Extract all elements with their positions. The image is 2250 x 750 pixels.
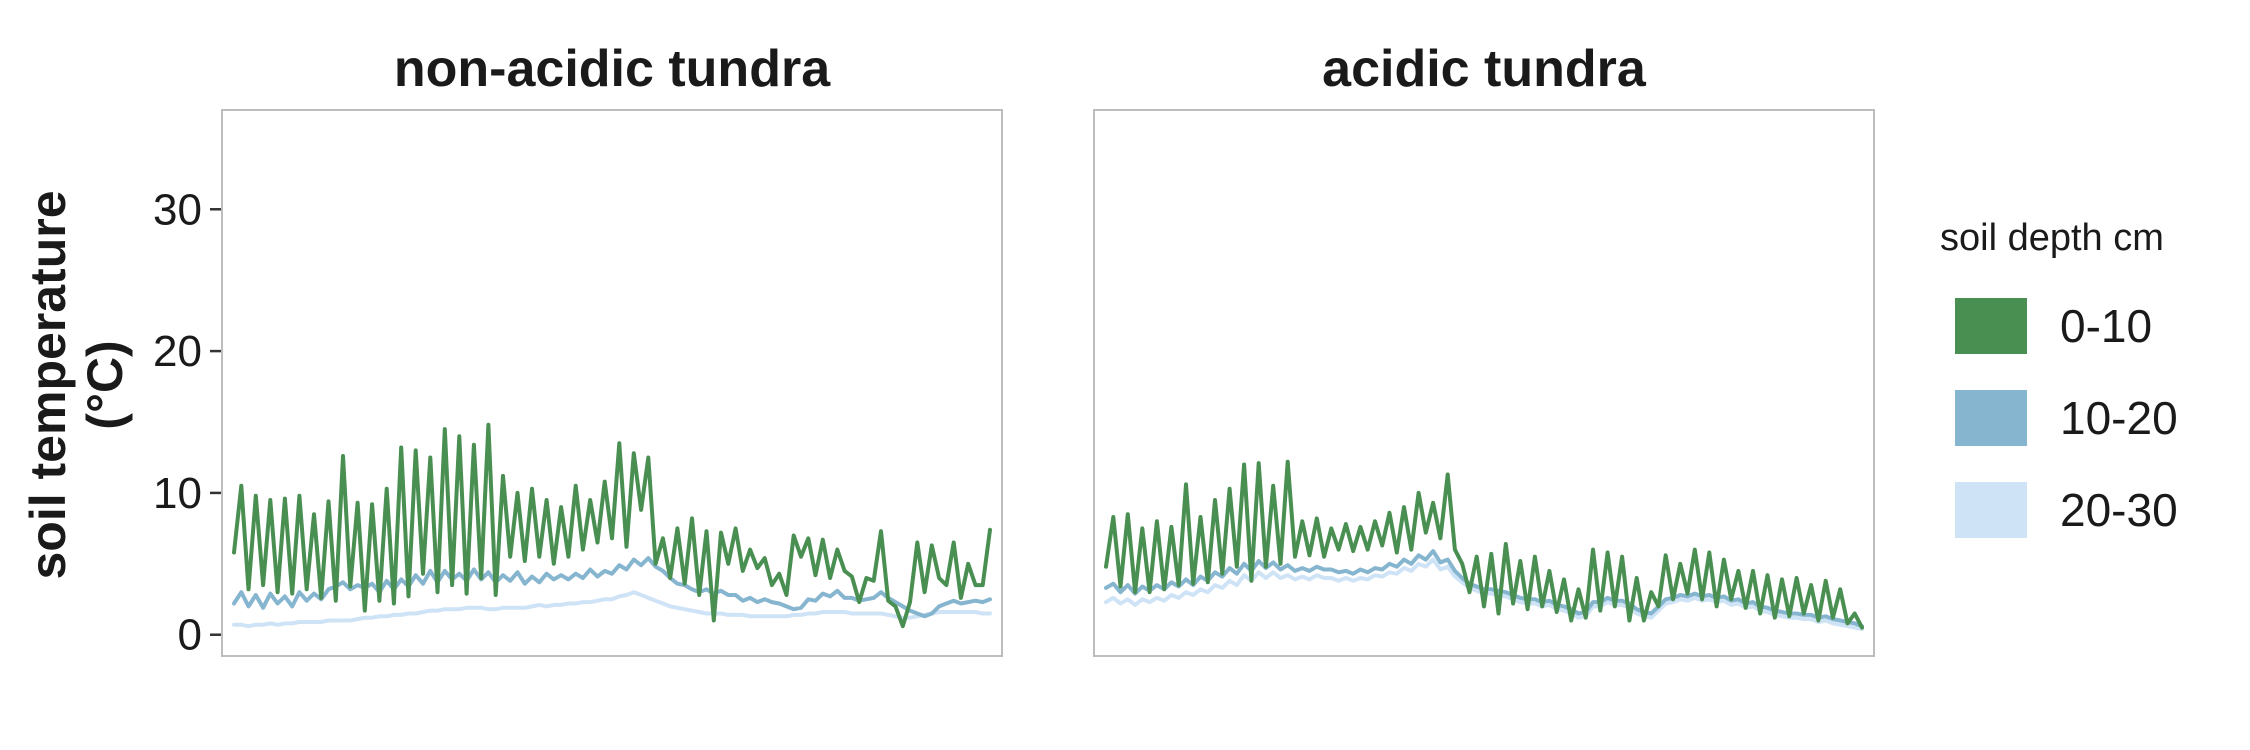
legend-entries: 0-10 10-20 20-30: [1955, 298, 2178, 538]
legend-key-20-30: [1955, 482, 2027, 538]
legend-label-20-30: 20-30: [2060, 484, 2178, 536]
legend: soil depth cm 0-10 10-20 20-30: [1940, 217, 2178, 538]
y-tick-label: 10: [153, 469, 202, 518]
series-line-10-20: [1104, 549, 1864, 629]
series-group-acidic: [1104, 459, 1864, 632]
y-tick-label: 20: [153, 327, 202, 376]
panel-title-non-acidic: non-acidic tundra: [394, 40, 831, 98]
series-line-0-10: [232, 422, 992, 629]
legend-label-10-20: 10-20: [2060, 392, 2178, 444]
legend-key-10-20: [1955, 390, 2027, 446]
y-tick-label: 0: [178, 611, 202, 660]
legend-title: soil depth cm: [1940, 217, 2164, 259]
legend-label-0-10: 0-10: [2060, 300, 2152, 352]
panel-title-acidic: acidic tundra: [1322, 40, 1647, 98]
panel-acidic-tundra: acidic tundra: [1093, 40, 1875, 657]
series-line-0-10: [1104, 459, 1864, 630]
series-line-20-30: [232, 590, 992, 629]
y-axis-title-line1: soil temperature: [20, 190, 76, 579]
y-axis-title-line2: (°C): [77, 340, 133, 429]
y-axis-title: soil temperature (°C): [20, 190, 133, 579]
y-axis: 0 10 20 30: [153, 185, 222, 660]
panel-non-acidic-tundra: non-acidic tundra: [221, 40, 1003, 657]
y-tick-label: 30: [153, 185, 202, 234]
series-line-10-20: [232, 556, 992, 619]
series-group-non-acidic: [232, 422, 992, 629]
legend-key-0-10: [1955, 298, 2027, 354]
